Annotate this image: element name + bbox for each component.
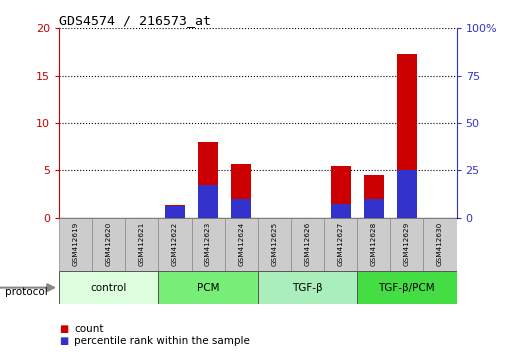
Bar — [165, 205, 185, 218]
Text: GSM412624: GSM412624 — [238, 222, 244, 266]
Bar — [159, 218, 191, 271]
Bar — [291, 218, 324, 271]
Text: GSM412625: GSM412625 — [271, 222, 278, 266]
Bar — [331, 166, 350, 218]
Text: ■: ■ — [59, 336, 68, 346]
Text: GSM412623: GSM412623 — [205, 222, 211, 266]
Text: GSM412620: GSM412620 — [106, 222, 112, 266]
Bar — [125, 218, 159, 271]
Bar — [364, 175, 384, 218]
Bar — [92, 218, 125, 271]
Bar — [364, 199, 384, 218]
Bar — [324, 218, 357, 271]
Bar — [59, 271, 159, 304]
Text: PCM: PCM — [197, 282, 220, 293]
Bar — [59, 218, 92, 271]
Text: GDS4574 / 216573_at: GDS4574 / 216573_at — [59, 14, 211, 27]
Bar — [357, 218, 390, 271]
Bar — [225, 218, 258, 271]
Bar — [231, 164, 251, 218]
Text: TGF-β/PCM: TGF-β/PCM — [379, 282, 435, 293]
Text: GSM412622: GSM412622 — [172, 222, 178, 266]
Text: TGF-β: TGF-β — [292, 282, 323, 293]
Text: GSM412628: GSM412628 — [371, 222, 377, 266]
Text: GSM412621: GSM412621 — [139, 222, 145, 266]
Text: ■: ■ — [59, 324, 68, 333]
Bar — [423, 218, 457, 271]
Text: GSM412629: GSM412629 — [404, 222, 410, 266]
Bar — [198, 184, 218, 218]
Text: GSM412627: GSM412627 — [338, 222, 344, 266]
Text: GSM412626: GSM412626 — [305, 222, 310, 266]
Bar — [198, 142, 218, 218]
Bar — [191, 218, 225, 271]
Bar — [159, 271, 258, 304]
Bar — [165, 206, 185, 218]
Bar — [331, 204, 350, 218]
Bar — [258, 218, 291, 271]
Text: GSM412630: GSM412630 — [437, 222, 443, 266]
Text: GSM412619: GSM412619 — [72, 222, 78, 266]
Text: count: count — [74, 324, 104, 333]
Bar — [258, 271, 357, 304]
Bar — [397, 170, 417, 218]
Bar — [390, 218, 423, 271]
Bar — [231, 199, 251, 218]
Bar — [397, 54, 417, 218]
Text: protocol: protocol — [5, 287, 48, 297]
Bar — [357, 271, 457, 304]
Text: control: control — [90, 282, 127, 293]
Text: percentile rank within the sample: percentile rank within the sample — [74, 336, 250, 346]
